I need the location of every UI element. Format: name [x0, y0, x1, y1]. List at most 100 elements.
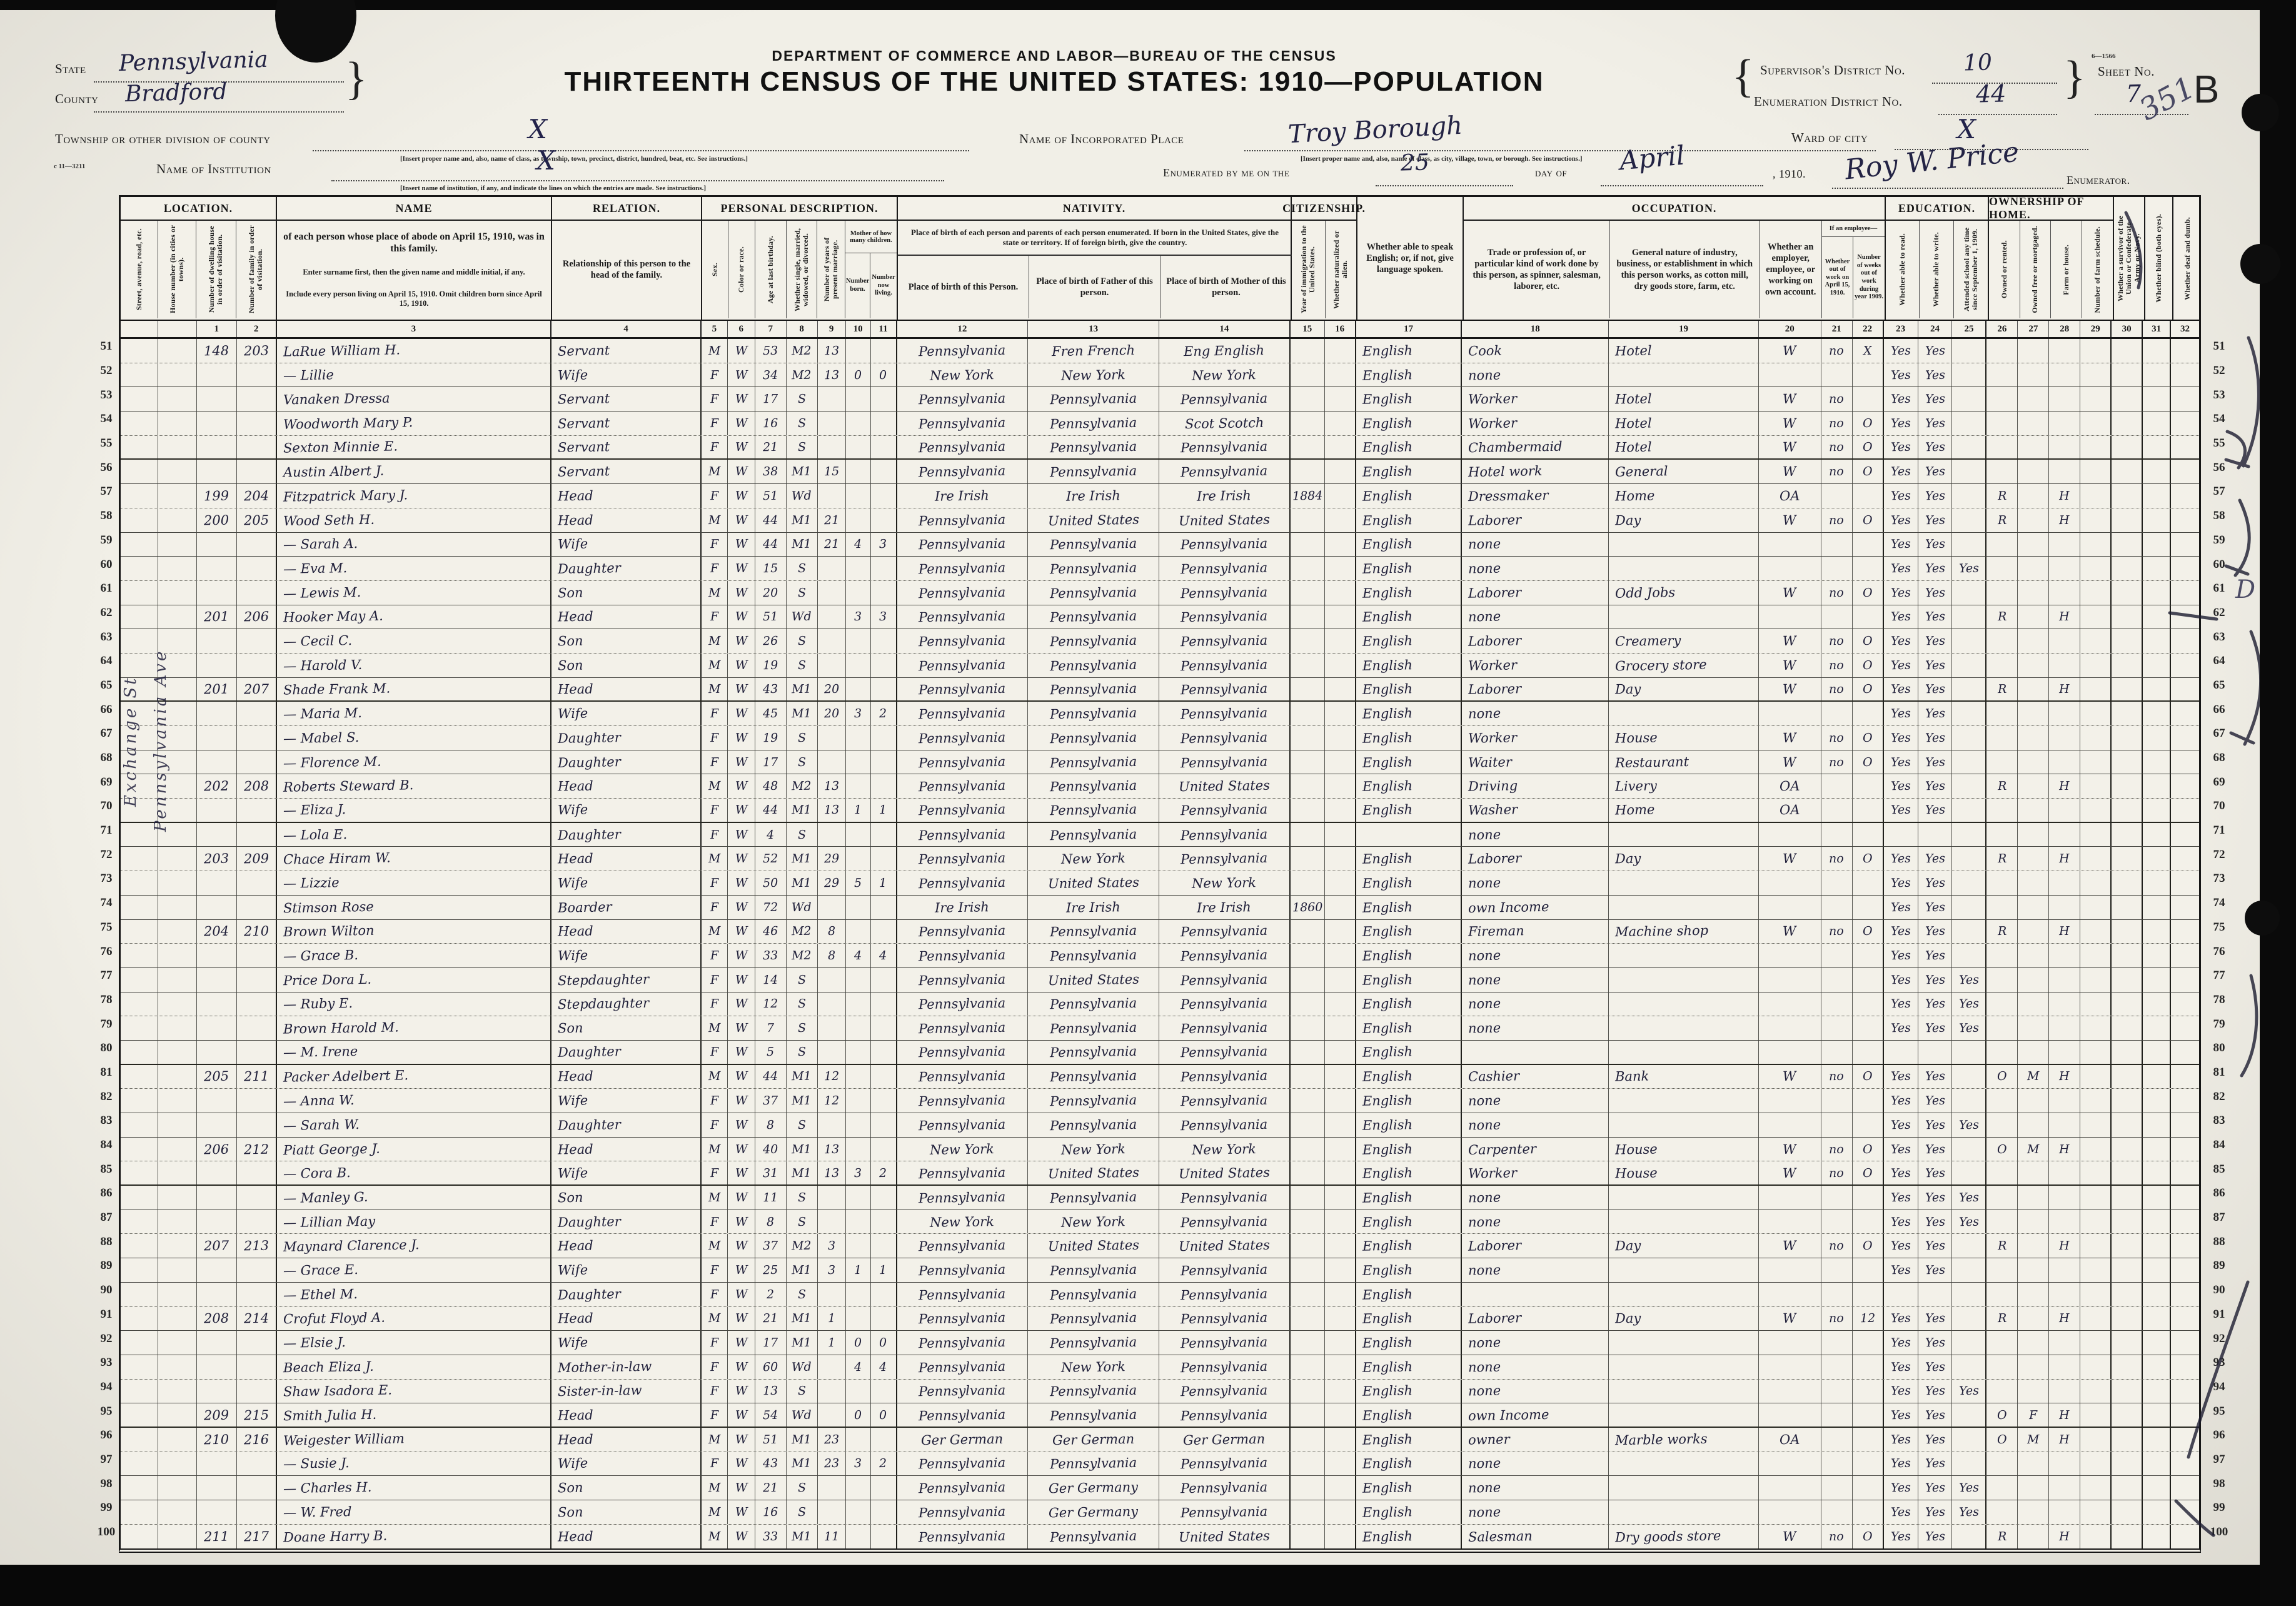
cell-relation: Son — [551, 1186, 702, 1210]
column-label: Age at last birthday. — [765, 235, 775, 304]
entry-trade: none — [1468, 1262, 1501, 1278]
cell-nat — [1325, 1306, 1356, 1331]
table-row: 201 206 Hooker May A. Head F W 51 Wd 3 3 Pennsylva… — [121, 605, 2199, 630]
nativity-note: Place of birth of each person and parent… — [898, 221, 1292, 256]
cell-color: W — [728, 1306, 755, 1331]
cell-outwork: no — [1821, 653, 1853, 677]
cell-pobm: United States — [1159, 1524, 1291, 1549]
cell-pobf: Ire Irish — [1028, 895, 1159, 919]
cell-outwork — [1821, 1186, 1853, 1210]
cell-weeks — [1853, 1282, 1884, 1306]
entry-pobf: Pennsylvania — [1049, 415, 1137, 432]
entry-write: Yes — [1925, 1021, 1945, 1036]
cell-weeks — [1853, 1210, 1884, 1234]
cell-emp: W — [1759, 726, 1821, 750]
cell-name: — Lillie — [277, 363, 552, 387]
entry-english: English — [1362, 1262, 1412, 1278]
cell-cl — [871, 1524, 897, 1549]
entry-name: — Manley G. — [283, 1189, 368, 1206]
entry-english: English — [1362, 1359, 1412, 1375]
entry-industry: Day — [1614, 681, 1641, 697]
cell-marital: S — [787, 992, 818, 1016]
cell-english: English — [1356, 895, 1463, 919]
entry-pob: Pennsylvania — [919, 1455, 1006, 1472]
entry-read: Yes — [1890, 1263, 1911, 1278]
cell-owned: R — [1986, 1306, 2018, 1331]
entry-marital: S — [797, 1021, 806, 1036]
cell-fam: 203 — [237, 339, 277, 363]
cell-dwell: 201 — [197, 605, 237, 629]
column-label: Number of dwelling house in order of vis… — [207, 226, 224, 313]
column-label: Year of immigration to the United States… — [1299, 225, 1317, 314]
cell-pobm: Pennsylvania — [1159, 847, 1291, 871]
cell-trade: Salesman — [1462, 1524, 1609, 1549]
cell-deaf — [2171, 654, 2199, 677]
cell-color: W — [728, 460, 755, 484]
cell-cb — [846, 726, 871, 750]
cell-pobf: Pennsylvania — [1028, 726, 1159, 750]
cell-yrs — [818, 653, 846, 677]
entry-pobf: Pennsylvania — [1049, 1261, 1137, 1279]
entry-pobm: Pennsylvania — [1181, 536, 1268, 553]
entry-name: Sexton Minnie E. — [283, 438, 398, 456]
cell-street — [121, 750, 158, 774]
entry-trade: own Income — [1468, 1407, 1549, 1423]
cell-cb: 0 — [846, 1403, 871, 1427]
entry-write: Yes — [1925, 924, 1945, 939]
entry-age: 53 — [762, 343, 778, 358]
entry-write: Yes — [1925, 1457, 1945, 1471]
entry-emp: W — [1783, 415, 1797, 432]
table-row: 208 214 Crofut Floyd A. Head M W 21 M1 1 Pennsylv… — [121, 1306, 2199, 1331]
entry-dwell: 208 — [204, 1310, 229, 1326]
entry-write: Yes — [1925, 972, 1945, 987]
entry-marital: Wd — [792, 1408, 812, 1422]
cell-english: English — [1356, 1161, 1463, 1185]
cell-marital: M1 — [787, 532, 818, 557]
entry-trade: Dressmaker — [1468, 487, 1549, 505]
cell-english: English — [1356, 799, 1463, 822]
entry-read: Yes — [1890, 585, 1911, 600]
column-header-pobf: Place of birth of Father of this person. — [1029, 256, 1161, 318]
cell-english: English — [1356, 363, 1463, 387]
entry-write: Yes — [1925, 852, 1945, 866]
entry-pobf: Pennsylvania — [1049, 947, 1137, 964]
cell-age: 44 — [755, 508, 787, 532]
table-row: — Ethel M. Daughter F W 2 S Pennsylvania Pennsy… — [121, 1282, 2199, 1307]
table-row: — Lillie Wife F W 34 M2 13 0 0 New York New York Ne… — [121, 363, 2199, 388]
cell-sex: F — [702, 1282, 728, 1306]
cell-blind — [2143, 1355, 2172, 1379]
cell-school — [1952, 1089, 1987, 1113]
cell-age: 37 — [755, 1089, 787, 1113]
column-header-street: Street, avenue, road, etc. — [121, 221, 158, 318]
cell-mortg — [2018, 412, 2050, 435]
entry-dwell: 206 — [204, 1141, 229, 1157]
entry-pobm: United States — [1178, 512, 1271, 528]
cell-emp — [1759, 1355, 1821, 1379]
cell-write: Yes — [1918, 508, 1953, 532]
entry-mortg: F — [2029, 1408, 2038, 1422]
cell-house — [158, 1331, 197, 1355]
cell-sex: F — [702, 871, 728, 895]
entry-farmhouse: H — [2059, 488, 2070, 503]
entry-pobm: Pennsylvania — [1181, 923, 1268, 940]
cell-outwork — [1821, 1427, 1853, 1452]
entry-pob: Pennsylvania — [919, 584, 1006, 601]
cell-yrs — [818, 412, 846, 435]
header-group-location: LOCATION. Street, avenue, road, etc. House… — [121, 197, 277, 320]
cell-write — [1918, 1282, 1953, 1306]
cell-sex: M — [702, 508, 728, 532]
cell-mortg — [2018, 967, 2050, 992]
cell-vet — [2112, 1403, 2143, 1427]
cell-dwell — [197, 967, 237, 992]
cell-deaf — [2171, 1041, 2199, 1064]
cell-vet — [2112, 363, 2143, 387]
cell-nat — [1325, 774, 1356, 799]
cell-read: Yes — [1884, 1427, 1918, 1452]
cell-cl: 2 — [871, 1161, 897, 1185]
column-label: Sex. — [710, 263, 719, 276]
entry-color: W — [735, 803, 748, 817]
entry-read: Yes — [1890, 1360, 1911, 1374]
cell-owned — [1986, 1452, 2018, 1476]
cell-pobm: Pennsylvania — [1159, 750, 1291, 774]
cell-yrs: 15 — [818, 460, 846, 484]
